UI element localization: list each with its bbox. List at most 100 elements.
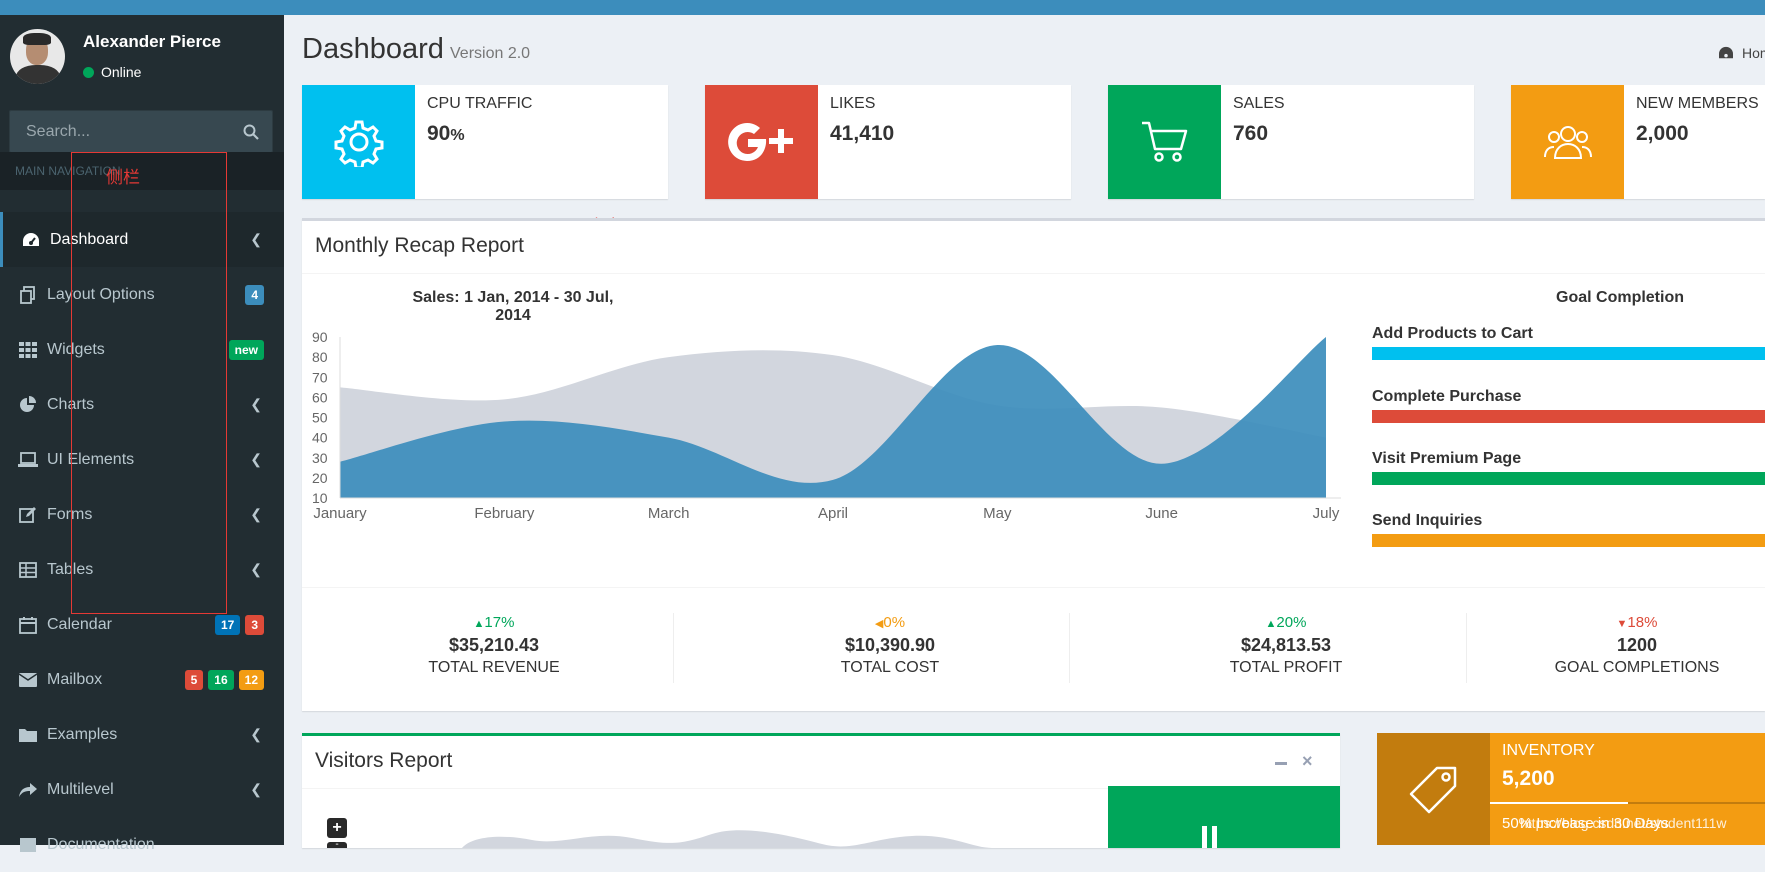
users-icon	[1511, 85, 1624, 199]
watermark-text: https://blog.csdn.net/student111w	[1520, 815, 1727, 831]
user-panel: Alexander Pierce Online	[0, 15, 284, 100]
stat-total-revenue: ▲17% $35,210.43 TOTAL REVENUE	[296, 614, 692, 677]
y-tick-label: 20	[312, 470, 328, 486]
stat-amount: $10,390.90	[844, 635, 936, 655]
x-tick-label: July	[1313, 505, 1340, 522]
sidebar-annotation-label: 侧栏	[106, 168, 140, 188]
sidebar-item-ui-elements[interactable]: UI Elements ❮	[0, 432, 284, 487]
y-tick-label: 50	[312, 410, 328, 426]
caret-up-icon: ▲	[473, 618, 485, 630]
map-zoom-out-button[interactable]: -	[327, 842, 347, 848]
top-navbar	[0, 0, 1765, 15]
visitors-sparkline-panel	[1108, 786, 1340, 848]
page-subtitle: Version 2.0	[450, 45, 531, 62]
sidebar-item-label: Calendar	[47, 615, 112, 633]
map-zoom-in-button[interactable]: +	[327, 818, 347, 838]
y-tick-label: 60	[312, 389, 328, 405]
chevron-left-icon: ❮	[250, 451, 262, 467]
goal-progress-bar	[1372, 347, 1765, 360]
page-title: Dashboard	[302, 33, 444, 65]
stat-label: GOAL COMPLETIONS	[1554, 659, 1720, 676]
y-tick-label: 80	[312, 349, 328, 365]
avatar[interactable]	[10, 29, 65, 84]
info-box-value: 760	[1233, 122, 1269, 145]
info-box-description: 50% Increase in 30 Days	[1502, 815, 1669, 832]
sidebar-item-widgets[interactable]: Widgets new	[0, 322, 284, 377]
y-tick-label: 40	[312, 430, 328, 446]
grid-icon	[18, 340, 38, 360]
info-box-label: INVENTORY	[1502, 742, 1595, 759]
gear-icon	[302, 85, 415, 199]
goal-completion-title: Goal Completion	[1556, 289, 1684, 306]
search-icon	[243, 124, 259, 140]
search-input[interactable]	[10, 111, 230, 152]
user-status: Online	[83, 64, 141, 80]
sidebar-item-forms[interactable]: Forms ❮	[0, 487, 284, 542]
world-map	[462, 830, 992, 848]
count-badge: 3	[245, 614, 264, 635]
breadcrumb-home[interactable]: Home	[1742, 45, 1765, 61]
stat-total-cost: ◀0% $10,390.90 TOTAL COST	[692, 614, 1088, 677]
google-plus-icon	[705, 85, 818, 199]
chevron-left-icon: ❮	[250, 231, 262, 247]
visitors-report-box: Visitors Report × + -	[302, 733, 1340, 848]
stat-amount: $24,813.53	[1240, 635, 1332, 655]
info-box-label: SALES	[1233, 95, 1285, 112]
share-icon	[18, 780, 38, 800]
x-tick-label: June	[1145, 505, 1178, 522]
search-button[interactable]	[230, 111, 272, 152]
laptop-icon	[18, 450, 38, 470]
user-status-label: Online	[101, 64, 142, 80]
stat-label: TOTAL PROFIT	[1229, 659, 1343, 676]
count-badge: 5	[184, 669, 204, 690]
chevron-left-icon: ❮	[250, 396, 262, 412]
stat-goal-completions: ▼18% 1200 GOAL COMPLETIONS	[1487, 614, 1765, 677]
y-tick-label: 10	[312, 490, 328, 506]
chevron-left-icon: ❮	[250, 726, 262, 742]
sales-area-chart: 10 20 30 40 50 60 70 80 90 January February March Ap…	[312, 329, 1341, 522]
stat-amount: 1200	[1616, 635, 1658, 655]
caret-left-icon: ◀	[874, 618, 884, 630]
stat-amount: $35,210.43	[448, 635, 540, 655]
sidebar-search	[9, 110, 273, 153]
bar-chart-icon	[1202, 826, 1207, 848]
sidebar-item-label: Dashboard	[50, 230, 129, 248]
nav-header: MAIN NAVIGATION	[0, 152, 284, 190]
stat-percentage: ▼18%	[1616, 614, 1658, 631]
online-dot-icon	[83, 66, 94, 78]
box-title: Monthly Recap Report	[315, 234, 524, 257]
sidebar-item-calendar[interactable]: Calendar 17 3	[0, 597, 284, 652]
sidebar-item-label: Forms	[47, 505, 93, 523]
caret-down-icon: ▼	[1616, 618, 1628, 630]
calendar-icon	[18, 615, 38, 635]
count-badge: 16	[208, 669, 234, 690]
sidebar-item-tables[interactable]: Tables ❮	[0, 542, 284, 597]
stat-percentage: ▲20%	[1265, 614, 1307, 631]
stat-label: TOTAL REVENUE	[428, 659, 560, 676]
dashboard-icon	[21, 230, 41, 250]
sidebar-item-examples[interactable]: Examples ❮	[0, 707, 284, 762]
y-tick-label: 90	[312, 329, 328, 345]
sidebar-item-multilevel[interactable]: Multilevel ❮	[0, 762, 284, 817]
breadcrumb[interactable]: Home	[1718, 45, 1765, 61]
envelope-icon	[18, 670, 38, 690]
sidebar-item-dashboard[interactable]: Dashboard ❮	[0, 212, 284, 267]
info-box-label: NEW MEMBERS	[1636, 95, 1759, 112]
close-button[interactable]: ×	[1302, 751, 1313, 771]
pie-chart-icon	[18, 395, 38, 415]
count-badge: 12	[238, 669, 264, 690]
sidebar-item-mailbox[interactable]: Mailbox 5 16 12	[0, 652, 284, 707]
info-box-value: 90%	[427, 122, 465, 145]
info-box-inventory: INVENTORY 5,200 50% Increase in 30 Days	[1377, 733, 1765, 845]
count-badge: 4	[245, 284, 264, 305]
chevron-left-icon: ❮	[250, 506, 262, 522]
sidebar-item-label: Widgets	[47, 340, 105, 358]
collapse-button[interactable]	[1275, 762, 1287, 765]
user-name: Alexander Pierce	[83, 32, 221, 51]
info-box-cpu-traffic: CPU TRAFFIC 90%	[302, 85, 668, 199]
stat-percentage: ◀0%	[874, 614, 906, 631]
sidebar-item-layout-options[interactable]: Layout Options 4	[0, 267, 284, 322]
chevron-left-icon: ❮	[250, 561, 262, 577]
sidebar-item-charts[interactable]: Charts ❮	[0, 377, 284, 432]
goal-label: Visit Premium Page	[1372, 450, 1522, 467]
